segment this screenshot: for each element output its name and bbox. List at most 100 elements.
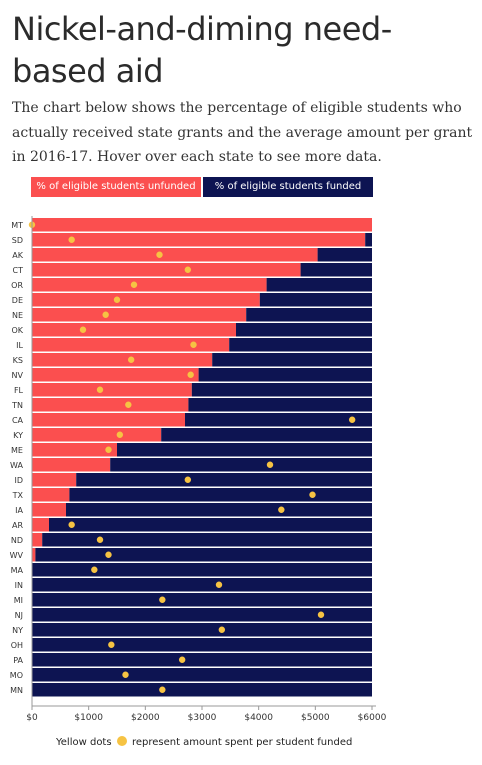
state-label: OR	[11, 281, 23, 290]
bar-funded	[32, 638, 372, 652]
bar-funded	[32, 623, 372, 637]
dollar-dot	[113, 296, 121, 303]
x-tick-label: $4000	[244, 713, 273, 723]
bar-funded	[246, 308, 372, 322]
dollar-dot	[348, 416, 356, 423]
chart-subtitle: The chart below shows the percentage of …	[12, 100, 473, 165]
bar-funded	[69, 488, 373, 502]
state-label: PA	[13, 656, 23, 665]
state-label: IA	[15, 506, 23, 515]
x-tick-label: $5000	[301, 713, 330, 723]
state-label: MO	[10, 671, 23, 680]
state-label: AK	[12, 251, 23, 260]
footnote-prefix: Yellow dots	[56, 737, 112, 748]
bar-unfunded	[32, 503, 66, 517]
state-label: SD	[12, 236, 23, 245]
dollar-dot	[105, 551, 112, 558]
bar-unfunded	[32, 323, 236, 337]
state-label: ID	[14, 476, 23, 485]
dollar-dot	[79, 326, 87, 333]
dollar-dot	[68, 236, 75, 243]
state-label: IL	[16, 341, 23, 350]
dollar-dot	[125, 401, 132, 408]
dollar-dot	[91, 566, 98, 573]
dollar-dot	[309, 491, 316, 498]
bar-unfunded	[32, 263, 301, 277]
dollar-dot	[127, 356, 135, 363]
bar-unfunded	[32, 353, 213, 367]
bar-funded	[32, 608, 372, 622]
bar-funded	[32, 563, 372, 577]
bar-funded	[32, 593, 372, 607]
dollar-dot	[68, 521, 75, 528]
bar-funded	[300, 263, 372, 277]
bar-unfunded	[32, 428, 162, 442]
state-label: MN	[10, 686, 23, 695]
bar-funded	[117, 443, 372, 457]
x-tick-label: $2000	[131, 713, 160, 723]
bar-funded	[191, 383, 372, 397]
bar-unfunded	[32, 518, 49, 532]
dollar-dot	[317, 611, 325, 618]
dollar-dot	[102, 311, 109, 318]
x-tick-label: $3000	[188, 713, 217, 723]
footnote-text: represent amount spent per student funde…	[131, 737, 353, 748]
state-label: NE	[12, 311, 23, 320]
bar-funded	[76, 473, 372, 487]
dollar-dot	[122, 671, 129, 678]
bar-unfunded	[32, 308, 247, 322]
state-label: ND	[11, 536, 23, 545]
bar-unfunded	[32, 533, 43, 547]
bar-unfunded	[32, 218, 372, 232]
footnote: Yellow dots represent amount spent per s…	[56, 736, 352, 748]
bar-funded	[110, 458, 372, 472]
bar-funded	[42, 533, 372, 547]
dollar-dot	[278, 506, 285, 513]
bar-funded	[236, 323, 372, 337]
bar-unfunded	[32, 233, 366, 247]
bar-unfunded	[32, 413, 185, 427]
state-label: WA	[10, 461, 23, 470]
dollar-dot	[130, 281, 138, 288]
state-label: MT	[11, 221, 23, 230]
bar-funded	[161, 428, 372, 442]
x-tick-label: $6000	[358, 713, 387, 723]
bar-funded	[266, 278, 372, 292]
x-tick-label: $1000	[74, 713, 103, 723]
state-label: NV	[12, 371, 24, 380]
bar-funded	[49, 518, 372, 532]
dollar-dot	[215, 581, 223, 588]
bar-funded	[32, 668, 372, 682]
bar-funded	[317, 248, 372, 262]
bar-funded	[66, 503, 372, 517]
dollar-dot	[218, 626, 226, 633]
dollar-dot	[156, 251, 163, 258]
legend-unfunded: % of eligible students unfunded	[31, 177, 201, 197]
state-label: OK	[11, 326, 23, 335]
dollar-dot	[187, 371, 194, 378]
bar-funded	[32, 683, 372, 697]
state-label: NY	[12, 626, 23, 635]
bar-funded	[185, 413, 372, 427]
state-label: NJ	[15, 611, 23, 620]
dollar-dot	[116, 431, 124, 438]
x-tick-label: $0	[26, 713, 38, 723]
bar-funded	[365, 233, 372, 247]
state-label: KS	[13, 356, 23, 365]
legend-funded: % of eligible students funded	[203, 177, 373, 197]
bar-funded	[188, 398, 372, 412]
dollar-dot	[96, 386, 104, 393]
dollar-dot	[178, 656, 186, 663]
bar-unfunded	[32, 293, 260, 307]
bar-unfunded	[32, 338, 230, 352]
bar-unfunded	[32, 548, 36, 562]
dollar-dot	[159, 596, 166, 603]
yellow-dot-icon	[116, 736, 127, 746]
state-label: OH	[11, 641, 23, 650]
bar-unfunded	[32, 473, 77, 487]
state-label: AR	[12, 521, 23, 530]
bar-funded	[198, 368, 372, 382]
bar-unfunded	[32, 488, 70, 502]
dollar-dot	[108, 641, 115, 648]
